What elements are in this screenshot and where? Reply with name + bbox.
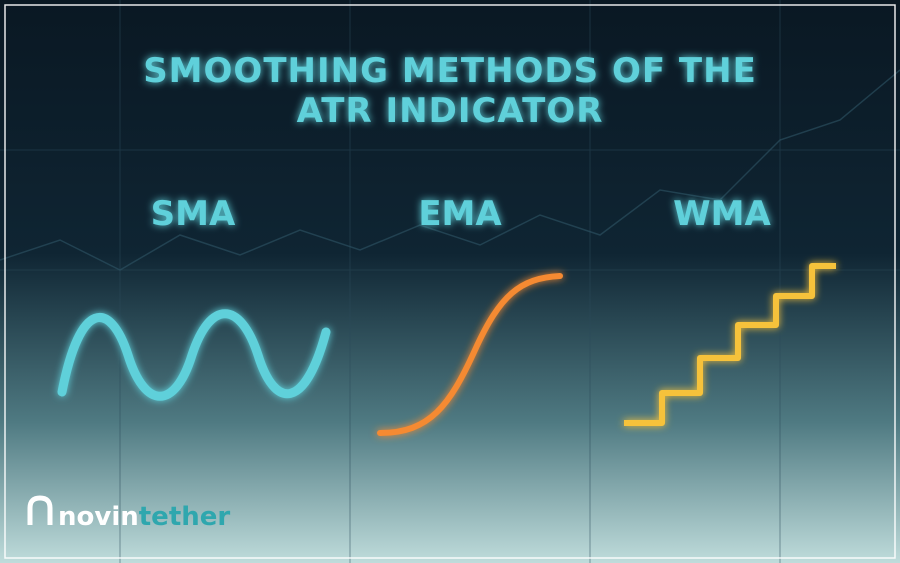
method-label: EMA xyxy=(418,194,502,234)
background-line xyxy=(0,69,900,271)
method-label: SMA xyxy=(151,194,236,234)
wma-steps xyxy=(624,263,836,426)
sma-curve xyxy=(57,309,331,401)
ema-curve xyxy=(377,273,563,436)
logo-part: novin xyxy=(58,502,139,532)
logo-icon xyxy=(27,495,53,525)
title-line: ATR INDICATOR xyxy=(297,91,604,131)
logo: novintether xyxy=(58,502,230,532)
title-line: SMOOTHING METHODS OF THE xyxy=(143,51,757,91)
frame xyxy=(4,4,896,559)
logo-part: tether xyxy=(139,502,231,532)
method-label: WMA xyxy=(673,194,771,234)
